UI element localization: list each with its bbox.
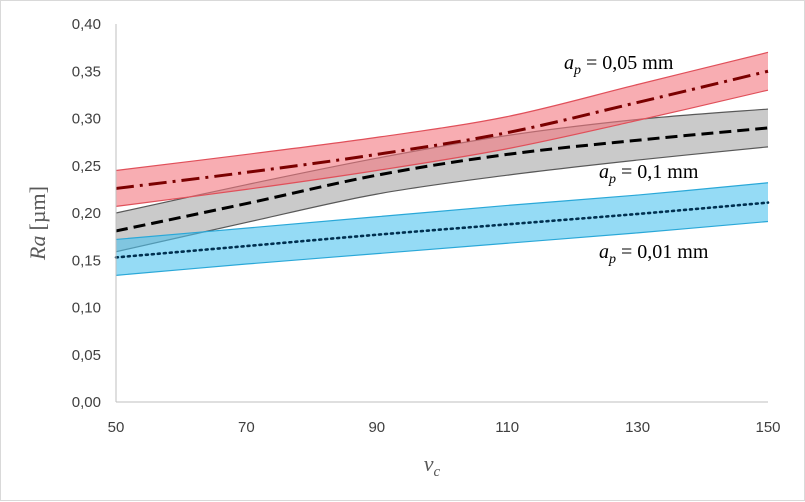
series-annotation: ap = 0,1 mm xyxy=(599,161,699,187)
x-tick-label: 70 xyxy=(238,419,255,436)
y-tick-label: 0,40 xyxy=(72,16,101,33)
series-line xyxy=(114,201,770,259)
confidence-band xyxy=(116,52,768,207)
x-axis-label: vc xyxy=(424,451,441,480)
series-line xyxy=(115,69,769,190)
x-tick-labels: 50 70 90 110 130 150 xyxy=(108,419,781,436)
x-tick-label: 50 xyxy=(108,419,125,436)
y-tick-label: 0,20 xyxy=(72,205,101,222)
x-tick-label: 150 xyxy=(755,419,780,436)
y-tick-label: 0,25 xyxy=(72,158,101,175)
series-annotations: ap = 0,05 mm ap = 0,1 mm ap = 0,01 mm xyxy=(564,52,709,267)
x-tick-label: 90 xyxy=(368,419,385,436)
y-tick-label: 0,00 xyxy=(72,394,101,411)
x-tick-label: 110 xyxy=(495,419,519,436)
y-tick-label: 0,15 xyxy=(72,252,101,269)
band-upper-edge xyxy=(115,51,769,172)
y-axis-label: Ra[µm] xyxy=(25,186,50,261)
series-annotation: ap = 0,01 mm xyxy=(599,241,709,267)
y-tick-label: 0,05 xyxy=(72,347,101,364)
y-tick-label: 0,35 xyxy=(72,63,101,80)
series-lines xyxy=(114,69,770,259)
series-annotation: ap = 0,05 mm xyxy=(564,52,674,78)
y-tick-label: 0,30 xyxy=(72,111,101,128)
band-lower-edge xyxy=(115,146,769,253)
y-tick-label: 0,10 xyxy=(72,300,101,317)
y-tick-labels: 0,00 0,05 0,10 0,15 0,20 0,25 0,30 0,35 0,40 xyxy=(72,16,101,411)
x-tick-label: 130 xyxy=(625,419,650,436)
band-lower-edge xyxy=(115,89,769,207)
series-line xyxy=(115,126,769,233)
band-lower-edge xyxy=(115,220,769,276)
band-upper-edge xyxy=(115,182,769,241)
